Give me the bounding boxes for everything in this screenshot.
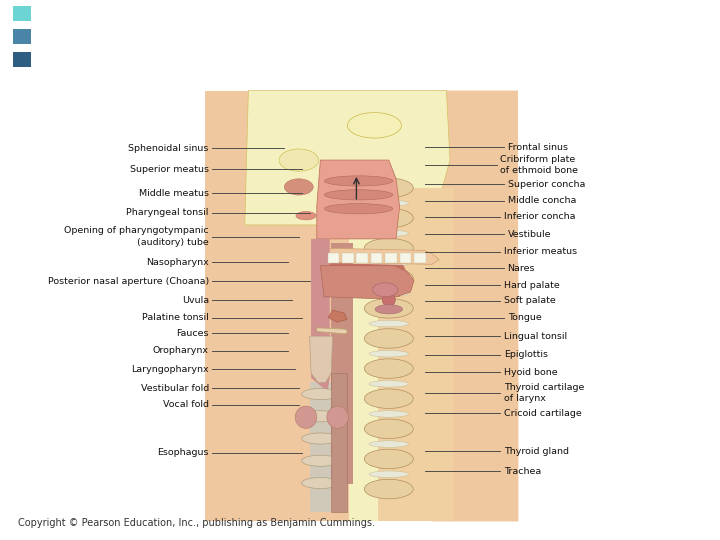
Polygon shape [205, 91, 518, 522]
Ellipse shape [364, 359, 413, 379]
Text: Uvula: Uvula [181, 295, 209, 305]
Text: Vestibule: Vestibule [508, 230, 551, 239]
Ellipse shape [369, 260, 409, 267]
Bar [331, 373, 347, 512]
Ellipse shape [364, 178, 413, 198]
Ellipse shape [302, 411, 339, 422]
Ellipse shape [348, 112, 402, 138]
Text: Pharyngeal tonsil: Pharyngeal tonsil [127, 208, 209, 218]
Bar [414, 253, 426, 263]
Ellipse shape [369, 381, 409, 387]
Bar [328, 253, 339, 263]
Text: Thyroid gland: Thyroid gland [504, 447, 569, 456]
Polygon shape [311, 239, 330, 392]
Ellipse shape [369, 230, 409, 237]
Ellipse shape [373, 283, 398, 297]
Ellipse shape [296, 212, 316, 220]
Text: Cricoid cartilage: Cricoid cartilage [504, 409, 582, 417]
Text: Thyroid cartilage
of larynx: Thyroid cartilage of larynx [504, 383, 585, 403]
Text: Frontal sinus: Frontal sinus [508, 143, 567, 152]
Text: Nasopharynx: Nasopharynx [146, 258, 209, 267]
Bar [349, 188, 378, 522]
Bar [13, 6, 31, 22]
Text: Epiglottis: Epiglottis [504, 350, 548, 359]
Ellipse shape [302, 477, 339, 489]
Text: Superior concha: Superior concha [508, 180, 585, 188]
Ellipse shape [369, 200, 409, 206]
Ellipse shape [302, 433, 339, 444]
Text: Copyright © Pearson Education, Inc., publishing as Benjamin Cummings.: Copyright © Pearson Education, Inc., pub… [18, 518, 375, 529]
Ellipse shape [369, 471, 409, 477]
Text: Fauces: Fauces [176, 329, 209, 338]
Text: Inferior concha: Inferior concha [504, 212, 575, 221]
Text: Sphenoidal sinus: Sphenoidal sinus [128, 144, 209, 153]
Ellipse shape [364, 480, 413, 499]
Ellipse shape [324, 190, 393, 200]
Ellipse shape [364, 449, 413, 469]
Ellipse shape [364, 208, 413, 228]
Text: Middle concha: Middle concha [508, 197, 576, 205]
Text: Tongue: Tongue [508, 313, 541, 322]
Bar [400, 253, 411, 263]
Polygon shape [310, 336, 333, 382]
Text: Superior meatus: Superior meatus [130, 165, 209, 174]
Bar [342, 253, 354, 263]
Ellipse shape [364, 419, 413, 438]
Ellipse shape [364, 299, 413, 318]
Bar [371, 253, 382, 263]
Ellipse shape [369, 320, 409, 327]
Ellipse shape [279, 149, 319, 171]
Bar [356, 253, 368, 263]
Polygon shape [245, 91, 450, 225]
Text: Vestibular fold: Vestibular fold [140, 383, 209, 393]
Text: Esophagus: Esophagus [157, 448, 209, 457]
Polygon shape [317, 263, 410, 297]
Text: Middle meatus: Middle meatus [139, 189, 209, 198]
Polygon shape [320, 266, 414, 299]
Ellipse shape [324, 204, 393, 214]
Polygon shape [317, 244, 439, 264]
Text: Inferior meatus: Inferior meatus [504, 247, 577, 256]
Ellipse shape [364, 238, 413, 258]
Polygon shape [317, 328, 348, 334]
Ellipse shape [364, 329, 413, 348]
Ellipse shape [302, 455, 339, 467]
Ellipse shape [369, 441, 409, 447]
Ellipse shape [369, 350, 409, 357]
Bar [385, 253, 397, 263]
Text: Vocal fold: Vocal fold [163, 400, 209, 409]
Text: Nares: Nares [508, 264, 535, 273]
Ellipse shape [369, 291, 409, 297]
Bar [349, 188, 454, 522]
Text: Trachea: Trachea [504, 467, 541, 476]
Text: Hyoid bone: Hyoid bone [504, 368, 557, 377]
Ellipse shape [375, 305, 402, 314]
Ellipse shape [369, 411, 409, 417]
Text: Palatine tonsil: Palatine tonsil [142, 313, 209, 322]
Ellipse shape [364, 389, 413, 408]
Text: Lingual tonsil: Lingual tonsil [504, 332, 567, 341]
Bar [331, 244, 353, 484]
Text: Soft palate: Soft palate [504, 296, 556, 306]
Text: Detailed Anatomy of Upper Respiratory Tract: Detailed Anatomy of Upper Respiratory Tr… [42, 36, 642, 59]
Ellipse shape [295, 406, 317, 428]
Bar [13, 29, 31, 44]
Text: Laryngopharynx: Laryngopharynx [131, 365, 209, 374]
Ellipse shape [382, 294, 395, 307]
Polygon shape [317, 160, 400, 239]
Bar [310, 382, 331, 512]
Bar [13, 52, 31, 68]
Ellipse shape [327, 406, 348, 428]
Text: Oropharynx: Oropharynx [153, 347, 209, 355]
Ellipse shape [364, 268, 413, 288]
Text: Opening of pharyngotympanic
(auditory) tube: Opening of pharyngotympanic (auditory) t… [64, 226, 209, 247]
Text: Cribriform plate
of ethmoid bone: Cribriform plate of ethmoid bone [500, 154, 578, 175]
Ellipse shape [324, 176, 393, 186]
Ellipse shape [284, 179, 313, 195]
Polygon shape [403, 91, 518, 522]
Text: Posterior nasal aperture (Choana): Posterior nasal aperture (Choana) [48, 277, 209, 286]
Ellipse shape [302, 388, 339, 400]
Text: Hard palate: Hard palate [504, 281, 559, 289]
Polygon shape [328, 310, 347, 322]
